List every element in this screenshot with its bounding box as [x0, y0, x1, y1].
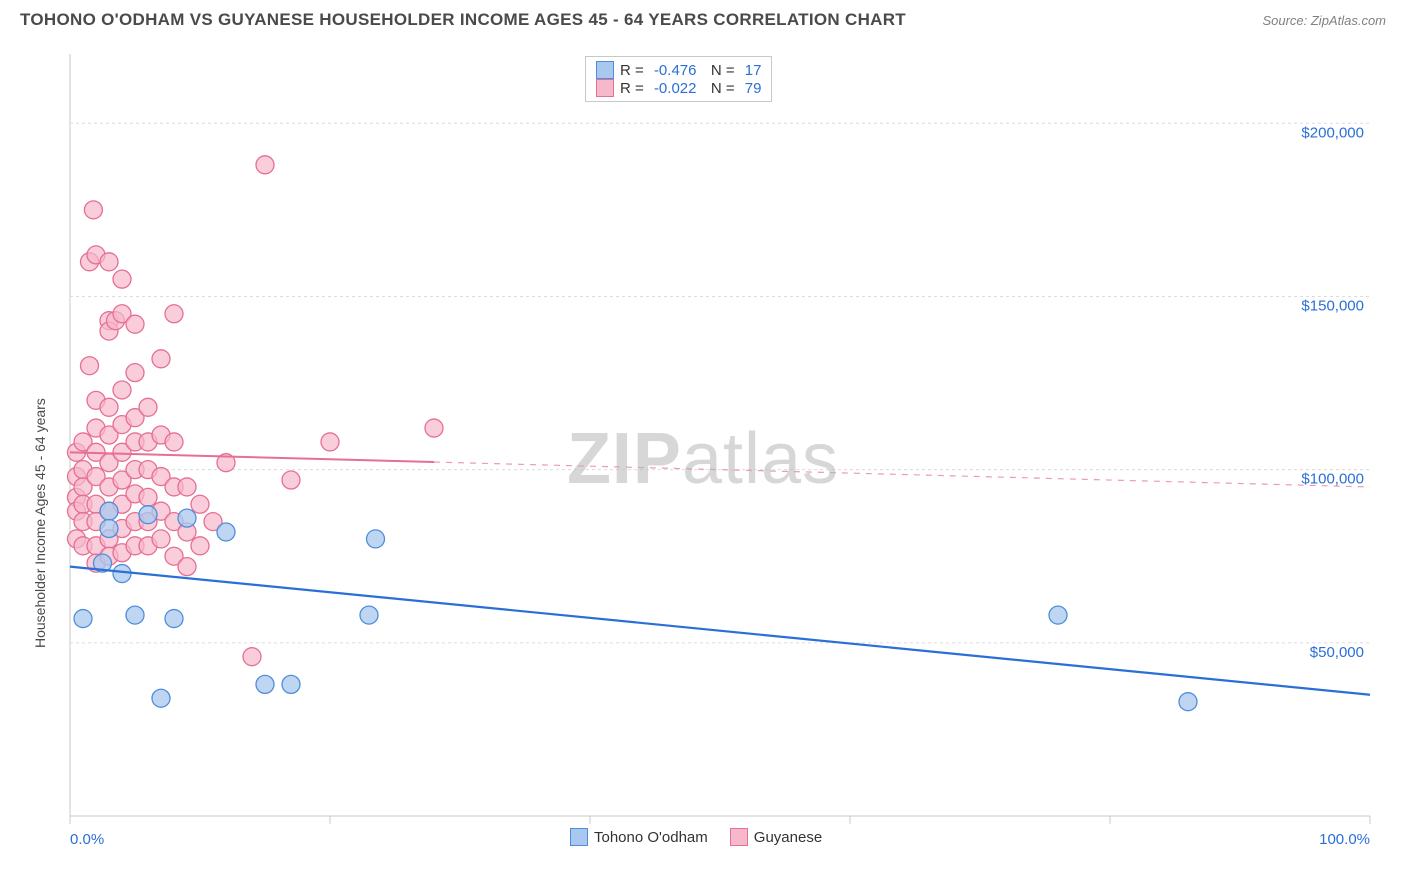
tohono-point — [113, 565, 131, 583]
tohono-point — [256, 675, 274, 693]
guyanese-point — [165, 433, 183, 451]
x-max-label: 100.0% — [1319, 831, 1370, 848]
guyanese-point — [191, 537, 209, 555]
n-label: N = — [702, 80, 738, 97]
y-gridline-label: $200,000 — [1301, 124, 1364, 141]
series-legend: Tohono O'odham Guyanese — [570, 828, 822, 846]
tohono-point — [1179, 693, 1197, 711]
guyanese-point — [425, 419, 443, 437]
x-min-label: 0.0% — [70, 831, 104, 848]
tohono-point — [165, 610, 183, 628]
n-value: 79 — [745, 80, 762, 97]
stats-legend-row: R = -0.022 N = 79 — [596, 79, 761, 97]
r-value: -0.022 — [654, 80, 697, 97]
legend-label: Guyanese — [754, 829, 822, 846]
tohono-point — [367, 530, 385, 548]
guyanese-point — [178, 478, 196, 496]
guyanese-point — [256, 156, 274, 174]
r-label: R = — [620, 80, 648, 97]
guyanese-point — [243, 648, 261, 666]
guyanese-point — [113, 270, 131, 288]
tohono-point — [217, 523, 235, 541]
r-value: -0.476 — [654, 62, 697, 79]
guyanese-point — [100, 253, 118, 271]
chart-title: TOHONO O'ODHAM VS GUYANESE HOUSEHOLDER I… — [20, 10, 906, 30]
guyanese-point — [282, 471, 300, 489]
correlation-scatter-chart: $50,000$100,000$150,000$200,0000.0%100.0… — [20, 46, 1386, 872]
guyanese-point — [321, 433, 339, 451]
legend-item: Guyanese — [730, 828, 822, 846]
tohono-point — [360, 606, 378, 624]
guyanese-point — [178, 558, 196, 576]
source-label: Source: ZipAtlas.com — [1262, 13, 1386, 28]
guyanese-point — [139, 398, 157, 416]
tohono-swatch — [596, 61, 614, 79]
n-value: 17 — [745, 62, 762, 79]
tohono-point — [74, 610, 92, 628]
tohono-point — [178, 509, 196, 527]
stats-legend-box: R = -0.476 N = 17R = -0.022 N = 79 — [585, 56, 772, 102]
guyanese-point — [152, 350, 170, 368]
guyanese-point — [126, 315, 144, 333]
guyanese-point — [165, 305, 183, 323]
guyanese-swatch — [596, 79, 614, 97]
guyanese-point — [81, 357, 99, 375]
chart-container: $50,000$100,000$150,000$200,0000.0%100.0… — [20, 46, 1386, 872]
guyanese-regression-extrapolation — [434, 462, 1370, 487]
legend-label: Tohono O'odham — [594, 829, 708, 846]
guyanese-point — [100, 398, 118, 416]
y-axis-title: Householder Income Ages 45 - 64 years — [32, 399, 48, 649]
tohono-point — [152, 689, 170, 707]
legend-item: Tohono O'odham — [570, 828, 708, 846]
guyanese-point — [113, 381, 131, 399]
tohono-point — [139, 506, 157, 524]
tohono-point — [100, 520, 118, 538]
stats-legend-row: R = -0.476 N = 17 — [596, 61, 761, 79]
y-gridline-label: $50,000 — [1310, 644, 1364, 661]
tohono-point — [282, 675, 300, 693]
n-label: N = — [702, 62, 738, 79]
guyanese-point — [152, 530, 170, 548]
tohono-point — [100, 502, 118, 520]
y-gridline-label: $150,000 — [1301, 297, 1364, 314]
tohono-swatch — [570, 828, 588, 846]
guyanese-point — [139, 488, 157, 506]
guyanese-point — [84, 201, 102, 219]
r-label: R = — [620, 62, 648, 79]
guyanese-point — [126, 364, 144, 382]
guyanese-swatch — [730, 828, 748, 846]
tohono-point — [126, 606, 144, 624]
tohono-point — [1049, 606, 1067, 624]
guyanese-point — [191, 495, 209, 513]
